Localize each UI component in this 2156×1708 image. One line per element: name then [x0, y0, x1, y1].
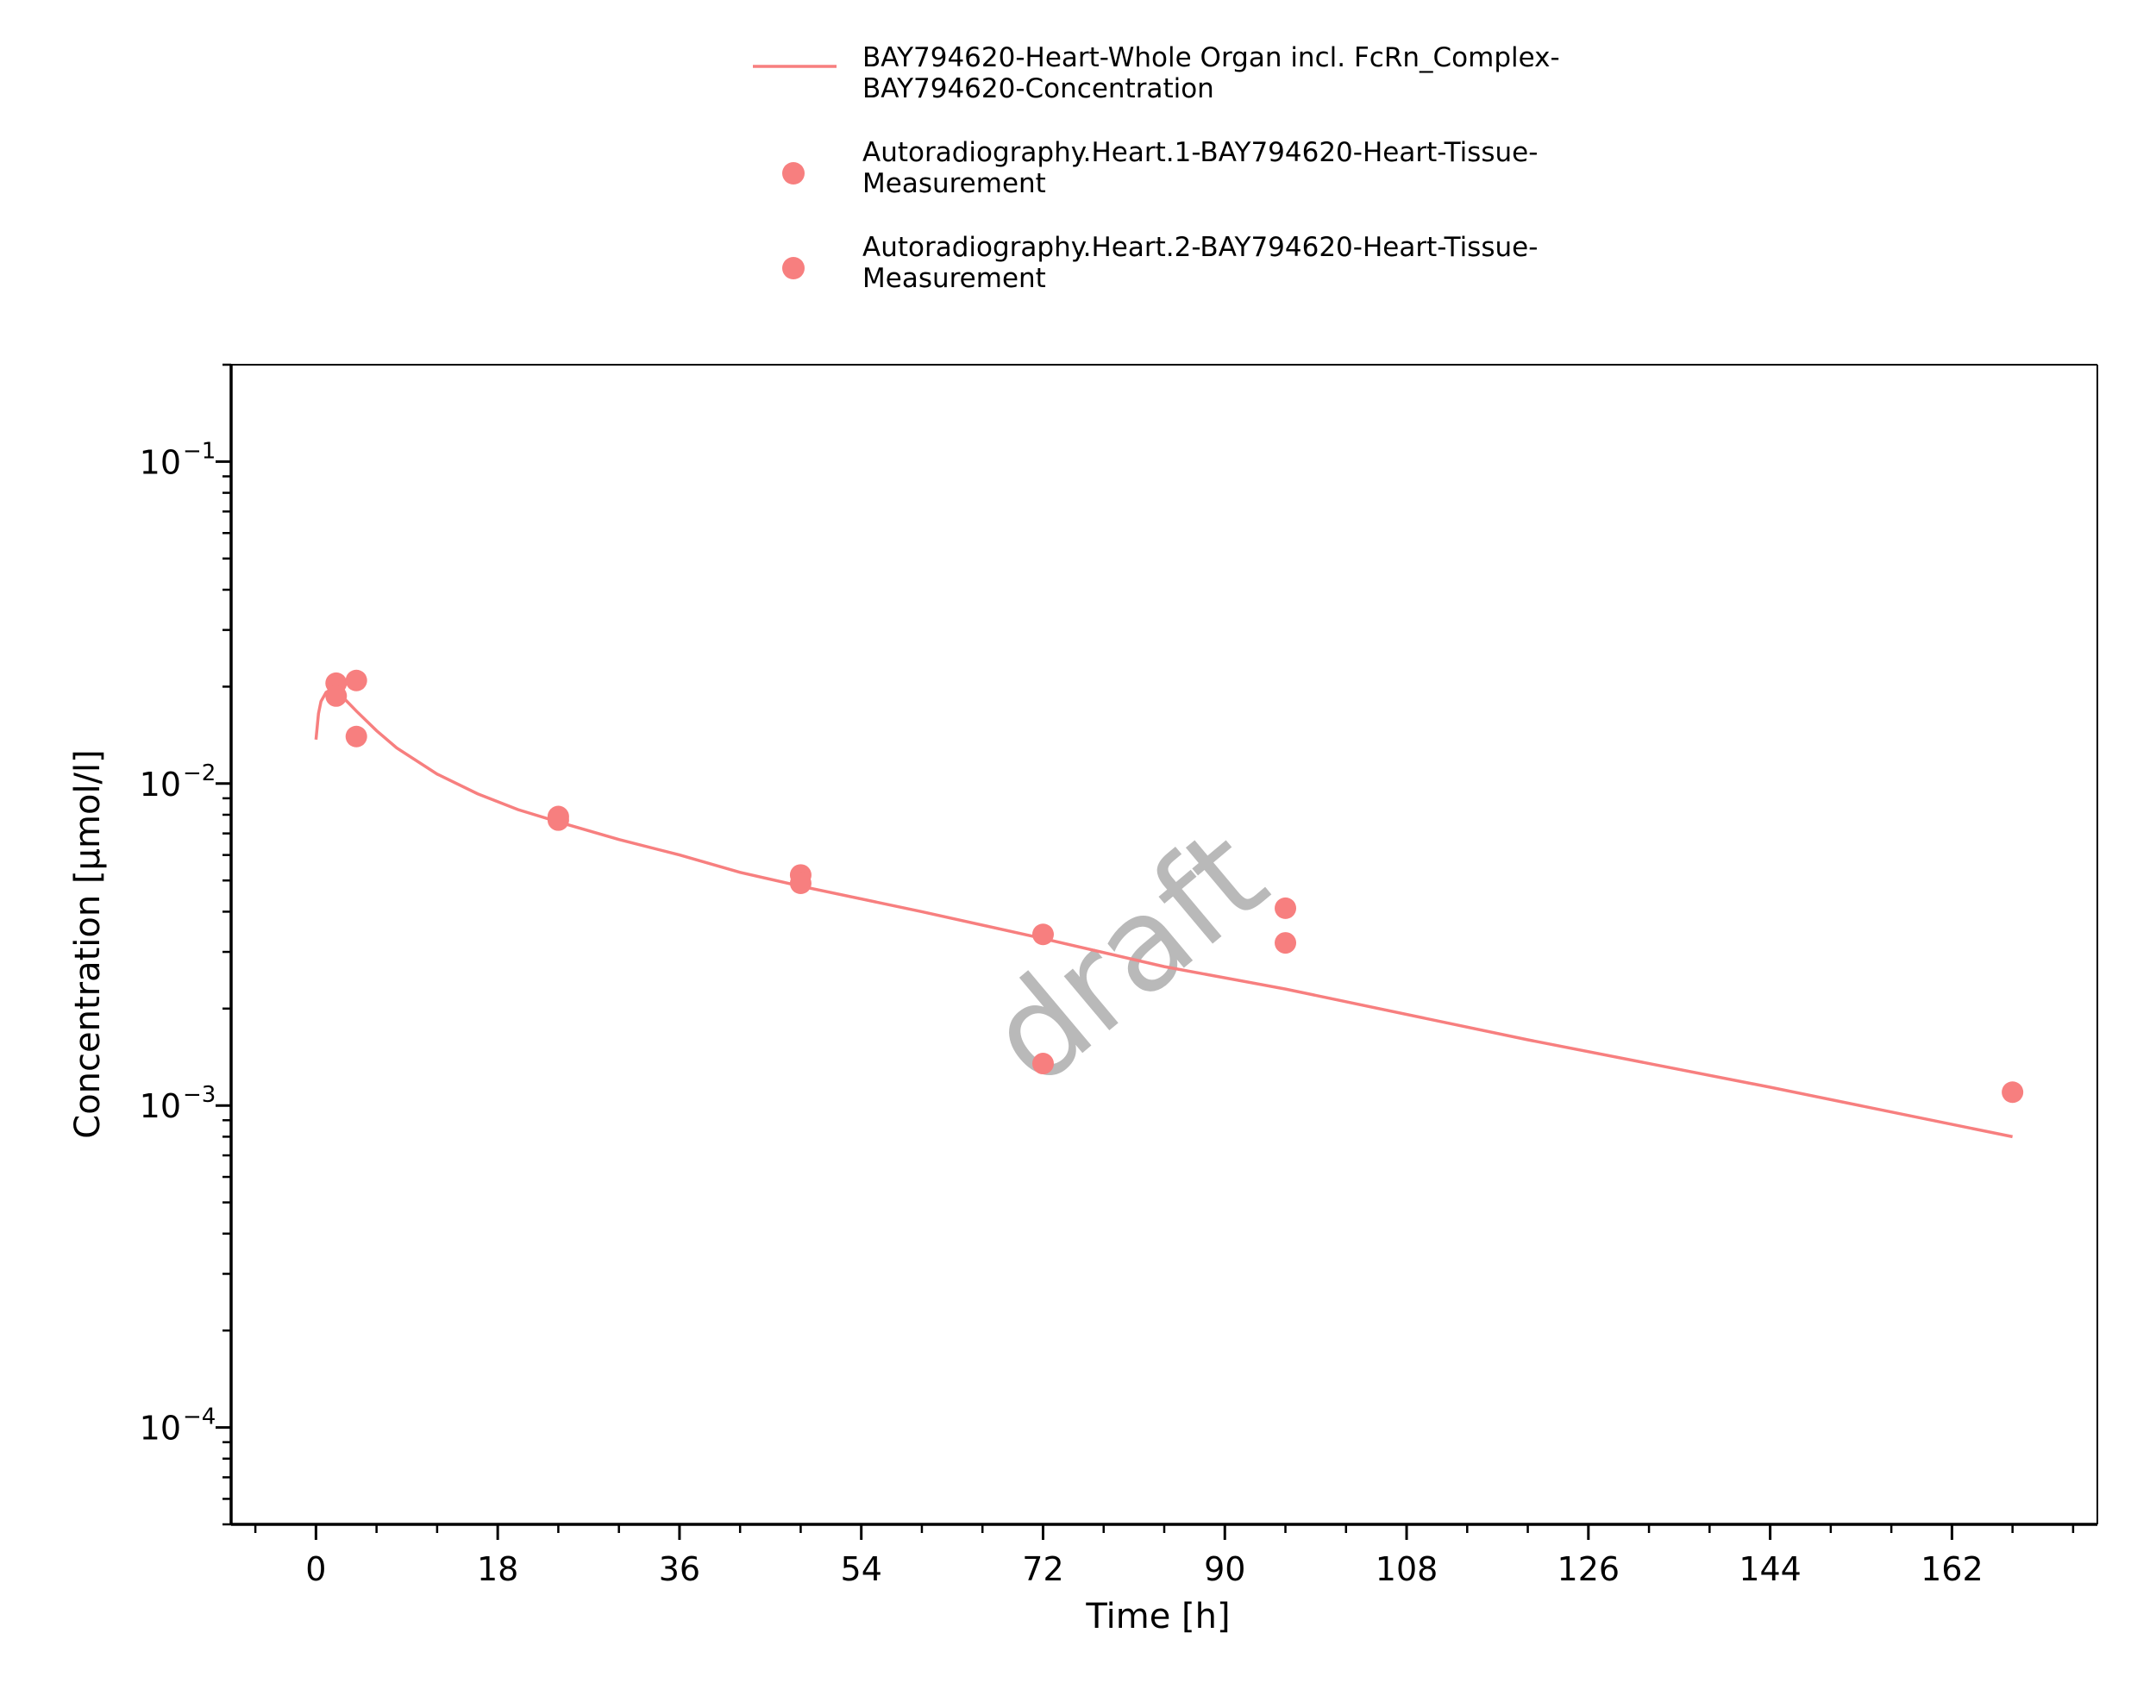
- legend: BAY794620-Heart-Whole Organ incl. FcRn_C…: [753, 42, 1560, 294]
- measurement-point-series-1: [345, 669, 367, 691]
- x-axis-label: Time [h]: [1085, 1597, 1230, 1636]
- measurement-point-series-2: [325, 685, 348, 707]
- measurement-point-series-2: [1031, 1053, 1054, 1075]
- y-tick-label: 10: [140, 1410, 181, 1448]
- x-axis: 0 18 36 54 72 90 108 126 144 162: [254, 1524, 2075, 1588]
- x-tick-label: 90: [1204, 1550, 1245, 1588]
- x-tick-label: 126: [1557, 1550, 1620, 1588]
- y-tick-exponent: −3: [183, 1082, 216, 1108]
- x-tick-label: 162: [1921, 1550, 1984, 1588]
- x-tick-label: 18: [477, 1550, 518, 1588]
- series-layer: [314, 669, 2024, 1139]
- y-tick-label: 10: [140, 1087, 181, 1125]
- y-axis-label: Concentration [µmol/l]: [68, 749, 108, 1138]
- y-tick-exponent: −4: [183, 1405, 216, 1430]
- legend-dot-marker: [782, 162, 805, 185]
- x-tick-label: 0: [305, 1550, 326, 1588]
- measurement-point-series-1: [1031, 923, 1054, 946]
- legend-label: Autoradiography.Heart.1-BAY794620-Heart-…: [862, 137, 1538, 168]
- y-tick-label: 10: [140, 766, 181, 804]
- y-tick-exponent: −1: [183, 438, 216, 464]
- measurement-point-series-1: [1275, 897, 1297, 919]
- y-tick-exponent: −2: [183, 760, 216, 786]
- measurement-point-series-2: [789, 872, 812, 894]
- measurement-point-series-2: [547, 809, 569, 831]
- x-tick-label: 54: [841, 1550, 882, 1588]
- measurement-point-series-2: [1275, 932, 1297, 954]
- legend-label: Measurement: [862, 263, 1046, 294]
- measurement-point-series-2: [345, 725, 367, 748]
- y-tick-label: 10: [140, 443, 181, 481]
- x-tick-label: 144: [1739, 1550, 1802, 1588]
- measurement-point-series-1: [2002, 1081, 2024, 1104]
- legend-dot-marker: [782, 257, 805, 279]
- legend-label: Measurement: [862, 168, 1046, 199]
- y-axis: 10−110−210−310−4: [140, 363, 231, 1526]
- legend-label: BAY794620-Concentration: [862, 73, 1214, 104]
- x-tick-label: 108: [1376, 1550, 1438, 1588]
- legend-label: BAY794620-Heart-Whole Organ incl. FcRn_C…: [862, 42, 1560, 73]
- x-tick-label: 72: [1022, 1550, 1063, 1588]
- legend-label: Autoradiography.Heart.2-BAY794620-Heart-…: [862, 232, 1538, 263]
- x-tick-label: 36: [659, 1550, 700, 1588]
